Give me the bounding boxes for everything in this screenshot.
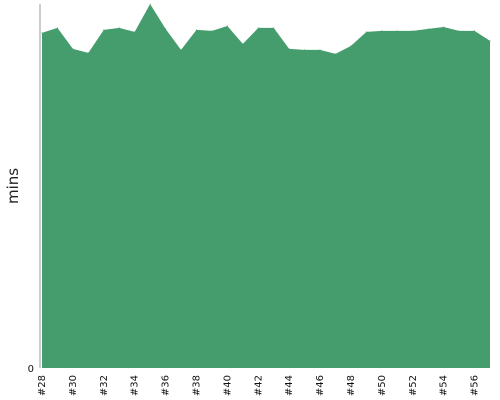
data-point — [288, 48, 290, 50]
data-point — [273, 27, 275, 29]
x-tick-label: #42 — [253, 375, 264, 396]
data-point — [87, 52, 89, 54]
data-point — [257, 27, 259, 29]
x-tick-label: #50 — [377, 375, 388, 396]
data-point — [412, 30, 414, 32]
x-tick-label: #34 — [130, 375, 141, 396]
data-point — [41, 32, 43, 34]
x-tick-label: #40 — [222, 375, 233, 396]
data-point — [396, 30, 398, 32]
data-point — [304, 49, 306, 51]
x-tick-label: #48 — [346, 375, 357, 396]
x-tick-label: #52 — [408, 375, 419, 396]
data-point — [489, 40, 491, 42]
data-point — [365, 31, 367, 33]
x-tick-label: #30 — [68, 375, 79, 396]
data-point — [427, 28, 429, 30]
y-axis-ticks: 0 — [28, 364, 34, 375]
series-area — [42, 4, 490, 368]
x-tick-label: #56 — [470, 375, 481, 396]
x-tick-label: #46 — [315, 375, 326, 396]
x-tick-label: #44 — [284, 375, 295, 396]
data-point — [149, 3, 151, 5]
data-point — [381, 30, 383, 32]
x-tick-label: #36 — [161, 375, 172, 396]
data-point — [443, 26, 445, 28]
y-tick-label: 0 — [28, 364, 34, 375]
x-tick-label: #28 — [37, 375, 48, 396]
data-point — [211, 30, 213, 32]
x-tick-label: #38 — [191, 375, 202, 396]
plot-area — [41, 3, 491, 368]
data-point — [103, 29, 105, 31]
data-point — [180, 49, 182, 51]
data-point — [165, 28, 167, 30]
data-point — [242, 43, 244, 45]
data-point — [335, 53, 337, 55]
y-axis-label: mins — [4, 168, 22, 204]
data-point — [195, 29, 197, 31]
data-point — [474, 30, 476, 32]
x-axis-ticks: #28 #30 #32 #34 #36 #38 #40 #42 #44 #46 #48 #50 #52 #… — [37, 375, 481, 396]
data-point — [458, 30, 460, 32]
data-point — [56, 27, 58, 29]
data-point — [226, 25, 228, 27]
x-tick-label: #54 — [439, 375, 450, 396]
data-point — [319, 49, 321, 51]
data-point — [118, 27, 120, 29]
x-tick-label: #32 — [99, 375, 110, 396]
data-point — [350, 45, 352, 47]
data-point — [72, 48, 74, 50]
data-point — [134, 31, 136, 33]
